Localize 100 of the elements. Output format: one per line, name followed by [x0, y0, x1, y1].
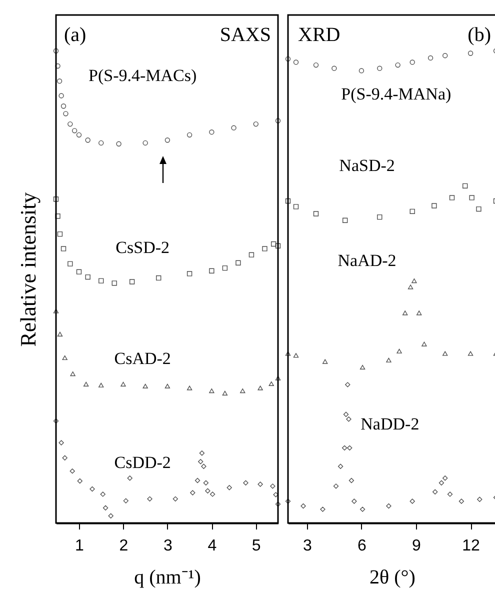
point [209, 130, 214, 135]
point [57, 231, 63, 237]
text: XRD [298, 24, 340, 46]
point [360, 364, 366, 370]
point [55, 214, 60, 219]
point [194, 478, 200, 484]
point [442, 476, 448, 481]
point [172, 496, 178, 502]
point [164, 138, 170, 143]
point [63, 111, 68, 116]
x-tick-label: 2 [119, 538, 128, 554]
y-axis-title: Relative intensity [16, 192, 40, 347]
point [240, 388, 246, 394]
point [432, 203, 437, 208]
point [127, 476, 132, 481]
point [468, 351, 474, 356]
point [112, 280, 117, 286]
point [447, 492, 453, 497]
point [231, 125, 236, 130]
point [275, 243, 281, 248]
point [102, 505, 108, 510]
point [76, 269, 82, 274]
point [100, 492, 106, 497]
point [422, 342, 427, 346]
point [469, 195, 474, 200]
point [432, 489, 438, 494]
point [442, 53, 448, 58]
x-tick-label: 1 [75, 538, 84, 554]
series-label: NaAD-2 [338, 250, 396, 270]
point [332, 66, 337, 71]
point [477, 496, 482, 502]
point [236, 260, 241, 266]
point [410, 208, 415, 214]
point [76, 132, 82, 138]
point [458, 498, 464, 504]
point [410, 498, 415, 504]
point [123, 498, 128, 504]
point [402, 310, 408, 316]
point [396, 348, 402, 354]
point [345, 382, 350, 388]
point [164, 384, 170, 388]
point [98, 382, 104, 388]
x-tick-label: 6 [358, 538, 366, 554]
x-axis-title: q (nm⁻¹) [134, 566, 201, 588]
point [57, 332, 63, 336]
point [300, 503, 306, 509]
point [262, 246, 268, 252]
point [85, 274, 90, 280]
point [198, 459, 204, 464]
text: SAXS [220, 24, 271, 46]
point [410, 60, 415, 65]
point [203, 480, 208, 486]
text: (a) [64, 24, 86, 46]
x-axis-title: 2θ (°) [370, 566, 416, 588]
point [186, 386, 192, 390]
point [352, 498, 357, 504]
point [222, 265, 228, 271]
point [313, 62, 319, 68]
point [348, 478, 354, 484]
point [72, 128, 78, 134]
point [258, 386, 263, 390]
point [201, 464, 206, 469]
point [98, 278, 104, 284]
point [147, 496, 152, 502]
x-tick-label: 3 [302, 538, 312, 554]
x-tick-label: 5 [252, 538, 261, 554]
point [60, 246, 66, 252]
point [412, 278, 417, 284]
point [293, 353, 299, 358]
point [253, 121, 258, 127]
point [468, 50, 474, 56]
point [226, 485, 232, 490]
point [377, 214, 382, 220]
text: (b) [468, 24, 491, 46]
point [186, 271, 192, 276]
point [209, 388, 214, 394]
point [346, 416, 352, 422]
point [83, 382, 89, 386]
series-label: CsAD-2 [114, 349, 171, 368]
point [476, 206, 482, 212]
point [360, 506, 366, 512]
point [358, 68, 364, 74]
point [333, 484, 339, 489]
point [270, 241, 276, 247]
point [293, 60, 299, 65]
point [268, 381, 274, 386]
point [156, 275, 162, 281]
point [428, 55, 434, 61]
point [416, 310, 422, 316]
point [116, 141, 122, 146]
series-label: P(S-9.4-MANa) [341, 84, 452, 104]
point [347, 445, 352, 451]
point [462, 183, 468, 188]
point [98, 140, 104, 146]
point [338, 464, 344, 469]
point [142, 384, 148, 388]
point [285, 198, 291, 204]
series-label: CsDD-2 [114, 452, 171, 472]
point [68, 261, 73, 266]
point [293, 204, 299, 210]
